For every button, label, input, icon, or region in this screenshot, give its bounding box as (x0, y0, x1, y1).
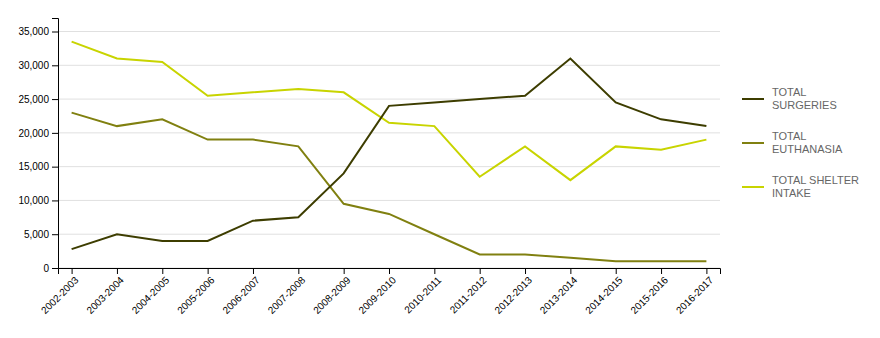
tick-mark (706, 268, 707, 274)
tick-mark (52, 32, 58, 33)
tick-label: 20,000 (18, 128, 49, 139)
legend-label: TOTALSURGERIES (772, 86, 837, 111)
tick: 20,000 (18, 128, 58, 139)
tick-mark (52, 65, 58, 66)
series-line (72, 42, 707, 181)
tick: 2006-2007 (220, 268, 262, 316)
grid-line (58, 200, 720, 201)
tick-mark (52, 200, 58, 201)
grid-line (58, 234, 720, 235)
tick: 2012-2013 (492, 268, 534, 316)
legend-swatch (742, 98, 764, 100)
grid-line (58, 31, 720, 32)
tick: 2013-2014 (538, 268, 580, 316)
tick: 2005-2006 (175, 268, 217, 316)
lines (72, 42, 707, 262)
tick-label: 2016-2017 (674, 274, 716, 316)
tick: 30,000 (18, 60, 58, 71)
tick-mark (480, 268, 481, 274)
tick-mark (208, 268, 209, 274)
tick: 35,000 (18, 26, 58, 37)
tick-mark (253, 268, 254, 274)
tick: 2016-2017 (674, 268, 716, 316)
tick-mark (52, 99, 58, 100)
tick-mark (72, 268, 73, 274)
tick: 2004-2005 (130, 268, 172, 316)
tick-label: 2011-2012 (448, 274, 489, 315)
chart: 0 5,000 10,000 15,000 20,000 25,000 30,000 35,0… (0, 0, 880, 338)
tick: 2002-2003 (39, 268, 81, 316)
tick-mark (52, 234, 58, 235)
legend-swatch (742, 142, 764, 144)
legend-item: TOTALEUTHANASIA (742, 130, 843, 155)
tick: 2003-2004 (84, 268, 126, 316)
tick: 15,000 (18, 161, 58, 172)
tick-mark (570, 268, 571, 274)
tick: 2015-2016 (628, 268, 670, 316)
tick-label: 2006-2007 (220, 274, 262, 316)
axis-line (59, 269, 721, 275)
tick: 2011-2012 (448, 268, 489, 315)
tick: 5,000 (24, 229, 58, 240)
tick: 0 (43, 263, 58, 274)
tick-label: 2012-2013 (492, 274, 534, 316)
tick-label: 2009-2010 (356, 274, 398, 316)
tick: 2014-2015 (583, 268, 625, 316)
tick: 2007-2008 (266, 268, 308, 316)
tick-label: 2010-2011 (402, 274, 443, 315)
tick-mark (298, 268, 299, 274)
tick-mark (525, 268, 526, 274)
tick-label: 2003-2004 (84, 274, 126, 316)
legend: TOTALSURGERIES TOTALEUTHANASIA TOTAL SHELT… (742, 86, 859, 199)
tick-label: 2002-2003 (39, 274, 81, 316)
grid-line (58, 166, 720, 167)
tick-label: 2013-2014 (538, 274, 580, 316)
tick-label: 10,000 (18, 195, 49, 206)
tick-label: 30,000 (18, 60, 49, 71)
tick-mark (434, 268, 435, 274)
legend-item: TOTALSURGERIES (742, 86, 837, 111)
tick-label: 2004-2005 (130, 274, 172, 316)
tick-mark (52, 268, 58, 269)
tick-label: 2007-2008 (266, 274, 308, 316)
grid-line (58, 65, 720, 66)
tick-label: 2014-2015 (583, 274, 625, 316)
tick-mark (344, 268, 345, 274)
tick-label: 2015-2016 (628, 274, 670, 316)
tick-mark (616, 268, 617, 274)
legend-label: TOTAL SHELTERINTAKE (772, 174, 859, 199)
legend-label: TOTALEUTHANASIA (772, 130, 843, 155)
tick-mark (661, 268, 662, 274)
tick: 2008-2009 (311, 268, 353, 316)
tick-label: 2005-2006 (175, 274, 217, 316)
tick-label: 15,000 (18, 161, 49, 172)
x-axis: 2002-20032003-20042004-20052005-20062006… (39, 268, 721, 316)
series-line (72, 113, 707, 262)
tick-label: 0 (43, 263, 49, 274)
tick-mark (117, 268, 118, 274)
tick-label: 25,000 (18, 94, 49, 105)
tick-label: 5,000 (24, 229, 49, 240)
tick-mark (162, 268, 163, 274)
grid-line (58, 132, 720, 133)
axis-line (52, 19, 59, 269)
tick: 2009-2010 (356, 268, 398, 316)
series-line (72, 59, 707, 250)
legend-swatch (742, 186, 764, 188)
tick-label: 35,000 (18, 26, 49, 37)
tick-mark (52, 167, 58, 168)
legend-item: TOTAL SHELTERINTAKE (742, 174, 859, 199)
tick: 10,000 (18, 195, 58, 206)
tick-mark (52, 133, 58, 134)
grid-line (58, 99, 720, 100)
plot: 0 5,000 10,000 15,000 20,000 25,000 30,000 35,0… (18, 19, 720, 316)
tick: 25,000 (18, 94, 58, 105)
y-axis: 0 5,000 10,000 15,000 20,000 25,000 30,000 35,0… (18, 19, 58, 274)
tick-label: 2008-2009 (311, 274, 353, 316)
tick-mark (389, 268, 390, 274)
grid (58, 32, 720, 268)
tick: 2010-2011 (402, 268, 443, 315)
